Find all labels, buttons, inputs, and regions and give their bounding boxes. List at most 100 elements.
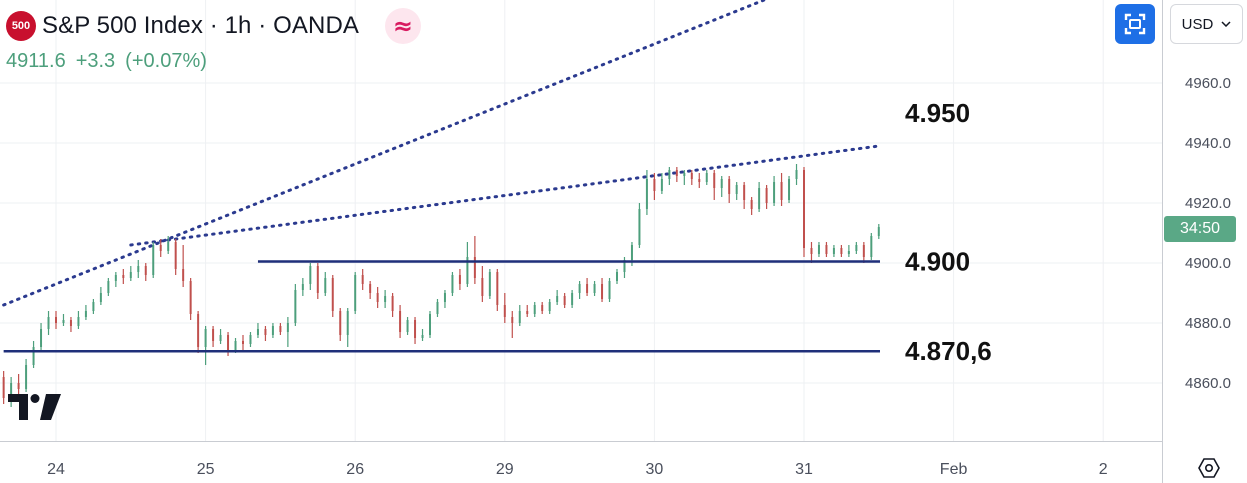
trendlines[interactable]	[2, 0, 881, 307]
candle-body	[354, 275, 357, 311]
chart-settings-button[interactable]	[1195, 455, 1223, 481]
candle	[2, 371, 5, 404]
candle	[780, 173, 783, 206]
candle-body	[99, 293, 102, 302]
candle	[167, 236, 170, 254]
countdown-price-tag: 34:50	[1164, 216, 1236, 242]
candle	[773, 176, 776, 206]
candle-body	[399, 311, 402, 332]
candle	[271, 323, 274, 338]
candle-body	[862, 245, 865, 257]
candle-body	[129, 272, 132, 278]
candle	[429, 311, 431, 338]
symbol-title[interactable]: S&P 500 Index · 1h · OANDA	[42, 12, 359, 39]
candle	[496, 269, 499, 311]
y-tick-label: 4900.0	[1185, 255, 1231, 272]
candle	[683, 170, 686, 185]
candle	[384, 290, 387, 308]
candle-body	[174, 242, 177, 269]
trendline	[129, 144, 881, 247]
candle-body	[167, 242, 170, 251]
candle-body	[870, 236, 873, 257]
candle	[182, 245, 185, 287]
candle-body	[152, 245, 155, 275]
candle	[832, 245, 835, 257]
candle-body	[55, 317, 57, 323]
candle	[548, 299, 551, 314]
candle	[406, 317, 409, 335]
candle	[17, 374, 20, 395]
candle-body	[137, 266, 140, 272]
x-tick-label: 24	[47, 461, 65, 478]
currency-select[interactable]: USD	[1170, 4, 1243, 44]
candle-body	[47, 317, 50, 329]
candle-body	[855, 245, 858, 251]
candle	[451, 272, 454, 296]
candle-body	[429, 314, 431, 335]
fullscreen-icon	[1124, 13, 1146, 35]
y-tick-label: 4960.0	[1185, 75, 1231, 92]
candle-body	[750, 200, 753, 209]
candle	[309, 263, 312, 290]
candle	[174, 239, 177, 275]
candle-body	[384, 296, 387, 302]
candle	[122, 269, 125, 284]
candle-body	[406, 320, 409, 332]
candle-body	[40, 329, 43, 347]
candle-body	[279, 326, 282, 332]
candle-body	[548, 302, 551, 311]
candle	[645, 170, 648, 215]
candle-body	[189, 281, 192, 314]
candle	[294, 284, 297, 326]
candle	[391, 293, 394, 317]
candle	[817, 242, 820, 257]
candle	[361, 269, 364, 290]
candle-body	[608, 281, 611, 299]
candle	[788, 176, 791, 203]
candle-body	[114, 275, 117, 281]
candle	[877, 224, 880, 239]
candle-body	[346, 311, 349, 335]
candle-body	[436, 302, 439, 314]
candle-body	[466, 257, 469, 284]
candle	[421, 329, 424, 341]
y-tick-label: 4940.0	[1185, 135, 1231, 152]
candle-body	[563, 296, 566, 305]
candle	[758, 182, 761, 212]
indicator-badge[interactable]: ≈	[384, 8, 421, 44]
candle	[713, 170, 716, 200]
candle-body	[227, 335, 230, 350]
fullscreen-button[interactable]	[1115, 4, 1155, 44]
candle-body	[331, 278, 334, 311]
quote-line: 4911.6 +3.3 (+0.07%)	[6, 50, 207, 73]
candle	[324, 272, 327, 296]
candle	[511, 311, 514, 338]
candle-body	[234, 341, 237, 350]
y-tick-label: 4920.0	[1185, 195, 1231, 212]
candle-body	[698, 179, 701, 182]
x-tick-label: 30	[646, 461, 664, 478]
candle	[855, 242, 858, 254]
candle	[346, 308, 349, 347]
candle	[870, 233, 873, 260]
candle	[668, 167, 671, 185]
candle	[369, 281, 372, 299]
candle-body	[391, 296, 394, 311]
chevron-down-icon	[1221, 21, 1231, 27]
candle	[810, 242, 813, 263]
candle-body	[286, 323, 289, 332]
candle	[578, 281, 581, 299]
candle-body	[541, 305, 544, 311]
candle-body	[264, 329, 267, 335]
candle-body	[249, 335, 252, 344]
candle	[331, 275, 334, 317]
candle	[212, 326, 215, 347]
candle	[466, 242, 469, 287]
candle	[571, 290, 574, 308]
chart-header: 500 S&P 500 Index · 1h · OANDA ≈	[6, 8, 421, 44]
candle	[675, 167, 678, 182]
candle	[256, 323, 259, 338]
candle	[25, 359, 28, 392]
